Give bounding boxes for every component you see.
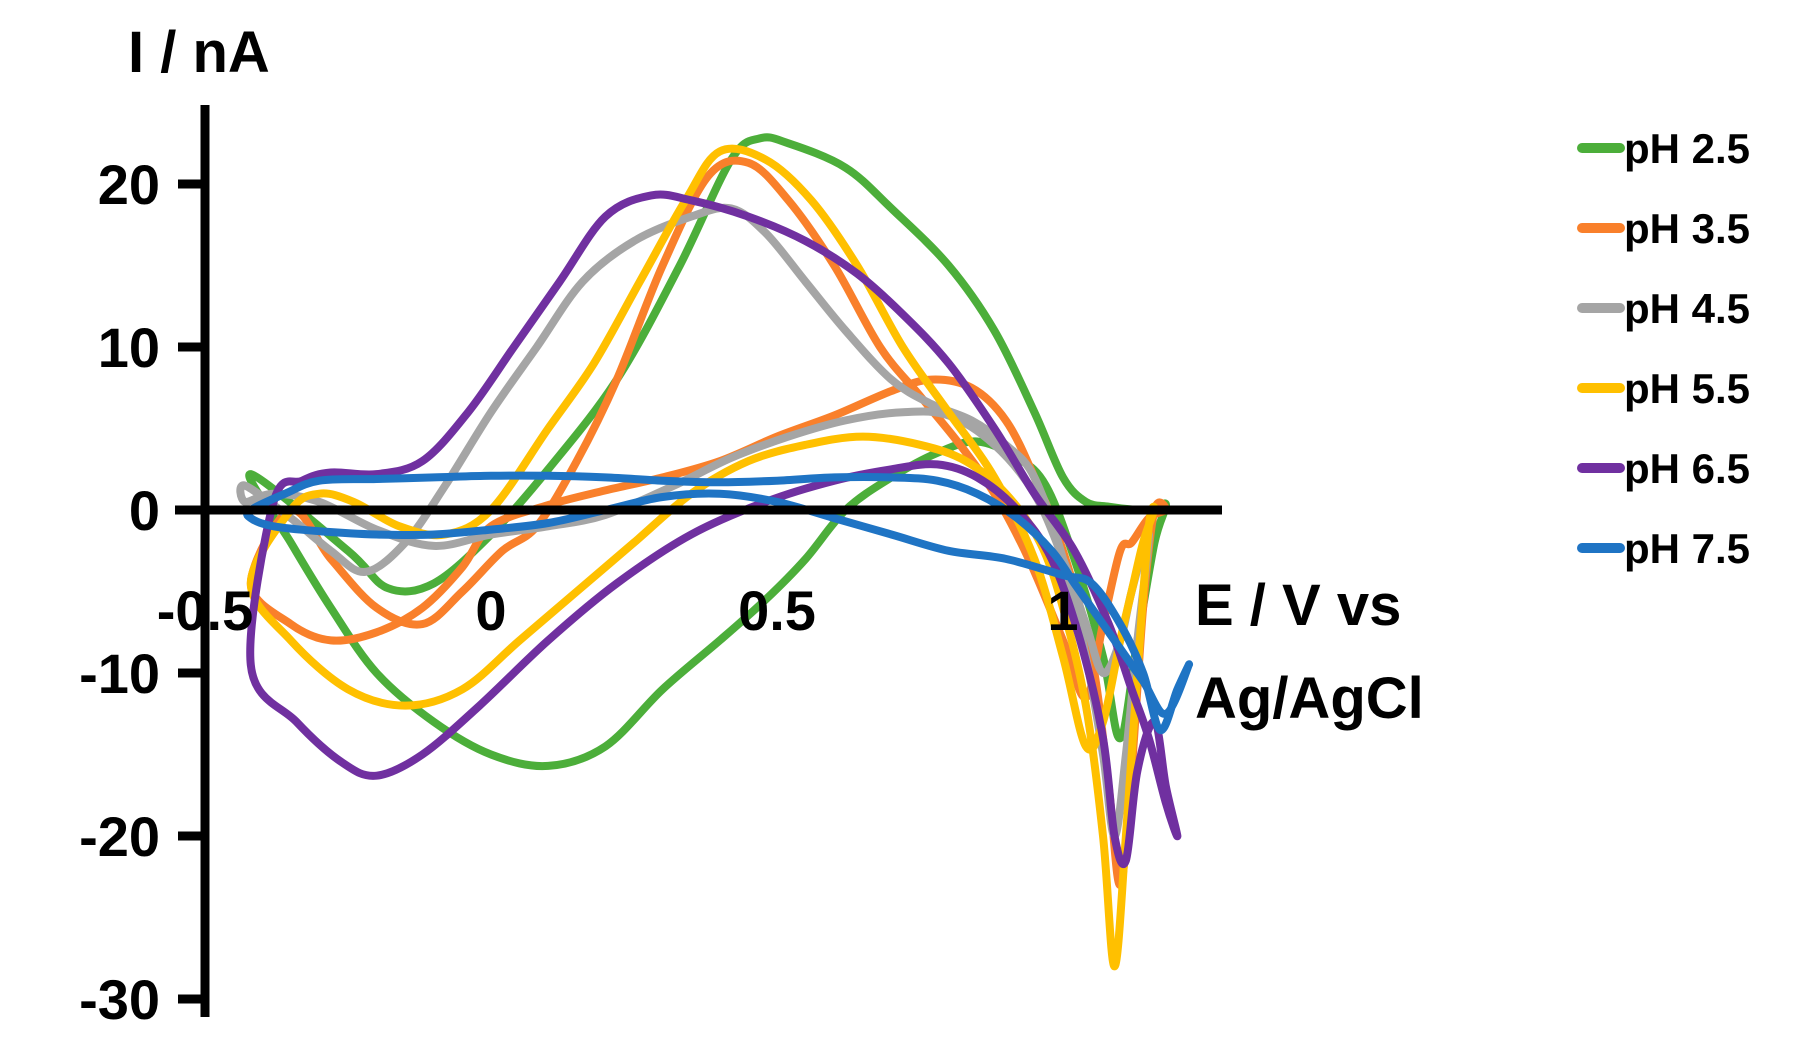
x-axis-title-line2: Ag/AgCl bbox=[1195, 666, 1424, 731]
x-tick-label: -0.5 bbox=[157, 579, 254, 642]
legend-label: pH 2.5 bbox=[1624, 125, 1750, 172]
x-ticks: -0.5 0 0.5 1 bbox=[157, 579, 1079, 642]
legend: pH 2.5 pH 3.5 pH 4.5 pH 5.5 pH 6.5 pH 7.5 bbox=[1577, 125, 1750, 572]
y-tick-label: -30 bbox=[79, 968, 160, 1031]
plot-lines bbox=[236, 133, 1194, 971]
x-tick-label: 1 bbox=[1047, 579, 1078, 642]
y-tick-label: 20 bbox=[98, 153, 160, 216]
y-tick-label: 0 bbox=[129, 479, 160, 542]
series-line-ph-6_5 bbox=[246, 190, 1182, 869]
legend-label: pH 7.5 bbox=[1624, 525, 1750, 572]
series-line-ph-2_5 bbox=[245, 133, 1170, 771]
x-tick-label: 0 bbox=[475, 579, 506, 642]
legend-label: pH 5.5 bbox=[1624, 365, 1750, 412]
legend-label: pH 3.5 bbox=[1624, 205, 1750, 252]
y-ticks: 20 10 0 -10 -20 -30 bbox=[79, 153, 205, 1031]
y-axis-title: I / nA bbox=[128, 20, 270, 85]
y-tick-label: -20 bbox=[79, 805, 160, 868]
x-tick-label: 0.5 bbox=[738, 579, 816, 642]
x-axis-title-line1: E / V vs bbox=[1195, 573, 1401, 638]
legend-label: pH 4.5 bbox=[1624, 285, 1750, 332]
series-line-ph-7_5 bbox=[243, 471, 1194, 735]
y-tick-label: -10 bbox=[79, 642, 160, 705]
legend-label: pH 6.5 bbox=[1624, 445, 1750, 492]
y-tick-label: 10 bbox=[98, 316, 160, 379]
